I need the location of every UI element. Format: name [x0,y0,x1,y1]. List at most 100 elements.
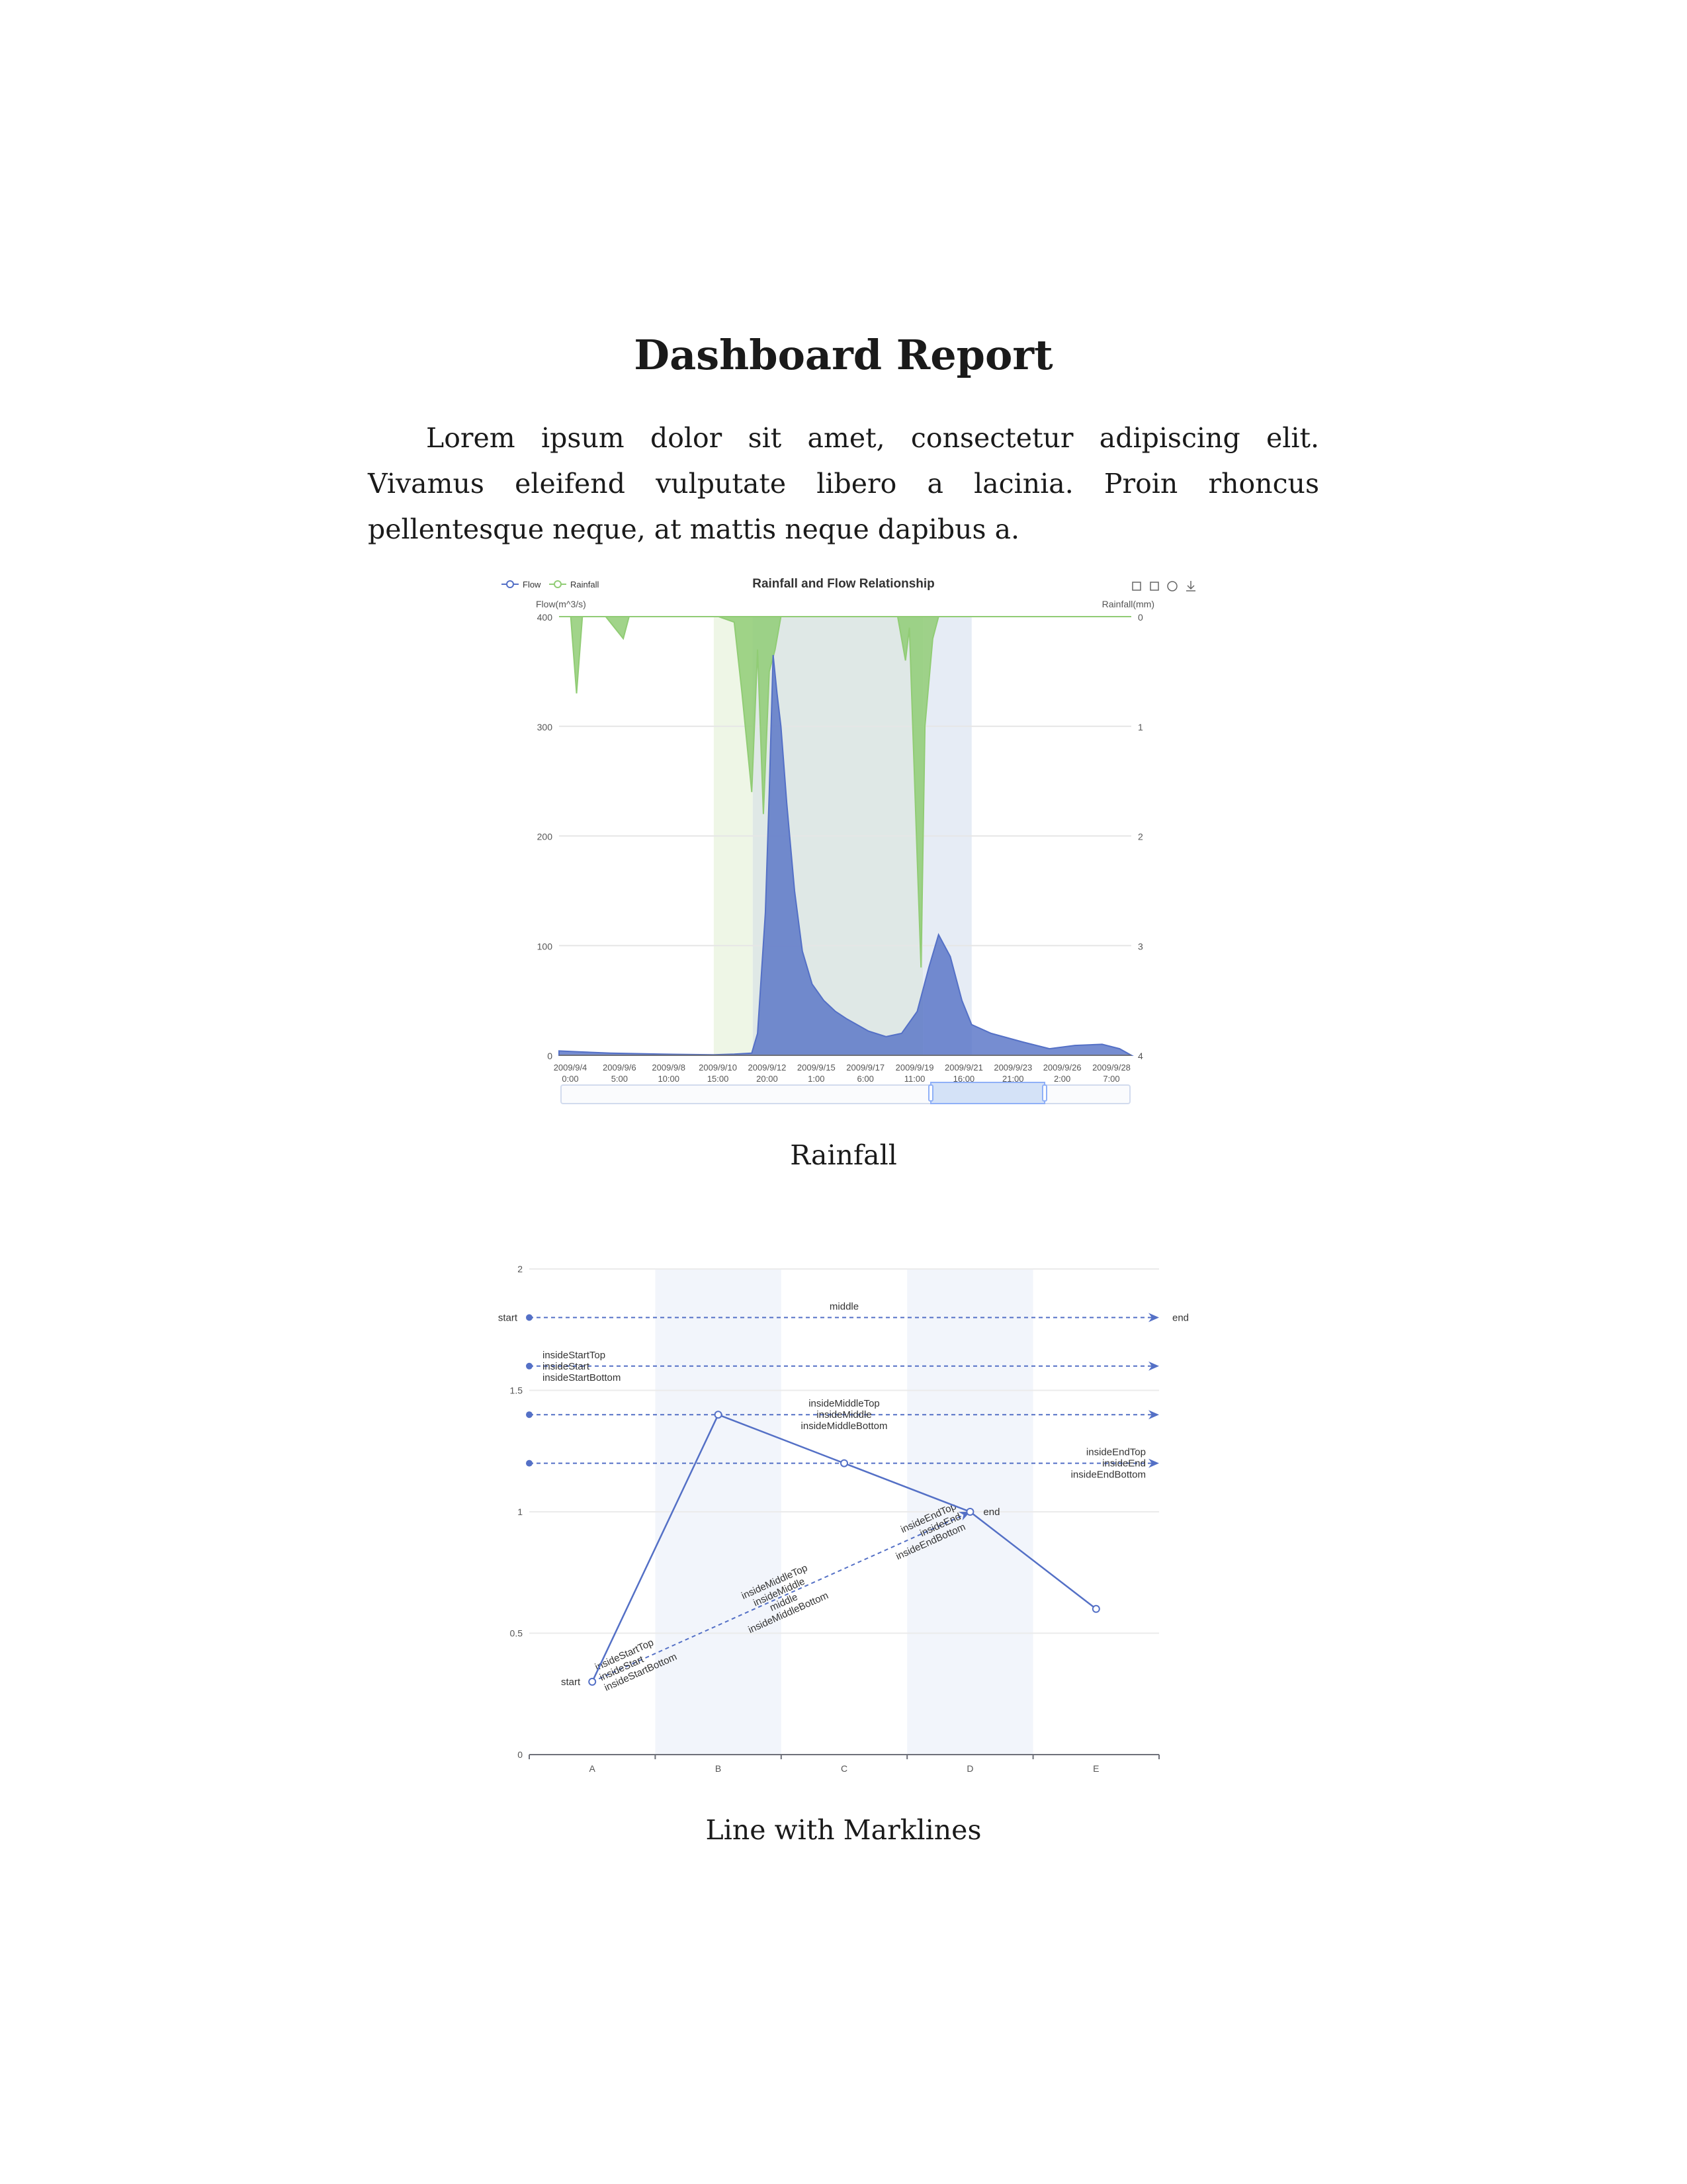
x-tick-label: E [1093,1763,1099,1774]
x-tick-label-date: 2009/9/23 [994,1063,1032,1072]
zoom-reset-icon[interactable] [1150,582,1159,591]
markline-3-start-symbol [526,1460,533,1467]
legend-item-flow: Flow [523,580,541,590]
markline-0-label-middle: middle [830,1301,859,1312]
markline-4 [591,1514,964,1682]
x-tick-label-time: 1:00 [808,1074,824,1084]
x-tick-label-date: 2009/9/15 [797,1063,836,1072]
markline-3-label-top: insideEndTop [1086,1447,1146,1458]
chart-title: Rainfall and Flow Relationship [752,577,935,591]
markline-4-label-end: end [983,1507,1000,1518]
markline-2-label-top: insideMiddleTop [808,1398,880,1409]
data-point-A [588,1677,597,1686]
save-image-icon[interactable] [1186,581,1195,591]
y-right-tick-label: 1 [1138,722,1143,732]
y-left-tick-label: 300 [537,722,553,732]
x-tick-label-time: 5:00 [611,1074,628,1084]
markline-1-start-symbol [526,1362,533,1370]
y-tick-label: 1.5 [510,1385,523,1396]
x-tick-label-date: 2009/9/28 [1092,1063,1131,1072]
x-tick-label-date: 2009/9/17 [846,1063,885,1072]
x-tick-label: B [715,1763,721,1774]
x-tick-label-date: 2009/9/12 [748,1063,787,1072]
zoom-reset-icon-shape [1150,582,1159,591]
x-tick-label-time: 20:00 [756,1074,778,1084]
y-tick-label: 1 [517,1507,523,1517]
rainfall-figure: 0 100 200 300 400 0 1 2 3 4 Flow(m^3/s) Rainfall(mm… [0,562,1687,1112]
markline-1-end-arrow [1148,1361,1159,1371]
figure-caption-marklines: Line with Marklines [705,1814,982,1846]
markline-3-label-bottom: insideEndBottom [1071,1469,1146,1481]
y-left-tick-label: 0 [547,1051,552,1061]
y-right-axis-label: Rainfall(mm) [1102,599,1154,609]
markline-3-end-arrow [1148,1458,1159,1468]
x-tick-label-time: 2:00 [1054,1074,1070,1084]
data-point-C [840,1459,848,1467]
restore-icon[interactable] [1167,581,1178,591]
zoom-icon[interactable] [1132,582,1141,591]
x-tick-label-date: 2009/9/8 [652,1063,685,1072]
y-right-tick-label: 4 [1138,1051,1143,1061]
markline-1-label-top: insideStartTop [542,1350,605,1361]
restore-icon-shape [1167,581,1178,591]
data-point-D [966,1508,974,1516]
y-tick-label: 2 [517,1264,523,1274]
x-tick-label-time: 11:00 [904,1074,926,1084]
data-zoom-handle-end[interactable] [1042,1084,1047,1102]
y-tick-label: 0.5 [510,1628,523,1639]
x-tick-label: C [841,1763,847,1774]
data-point-B [714,1411,722,1419]
x-tick-label-date: 2009/9/21 [945,1063,983,1072]
x-tick-label-time: 10:00 [658,1074,679,1084]
x-tick-label-time: 6:00 [857,1074,874,1084]
y-left-axis-label: Flow(m^3/s) [536,599,586,609]
legend-symbol [506,580,514,588]
x-tick-label-time: 15:00 [707,1074,729,1084]
y-left-tick-label: 400 [537,612,553,623]
markline-0-end-arrow [1148,1313,1159,1323]
legend-item-rainfall: Rainfall [570,580,599,590]
y-right-tick-label: 0 [1138,612,1143,623]
x-tick-label-date: 2009/9/19 [896,1063,934,1072]
y-right-tick-label: 3 [1138,941,1143,951]
rainfall-area [559,616,1131,968]
x-tick-label-date: 2009/9/6 [603,1063,636,1072]
y-left-tick-label: 200 [537,832,553,842]
x-tick-label-time: 0:00 [562,1074,578,1084]
data-point-E [1092,1604,1100,1613]
legend-symbol [554,580,562,588]
save-image-icon-shape [1186,581,1195,591]
markline-0-start-symbol [526,1314,533,1321]
markline-1-label-bottom: insideStartBottom [542,1372,621,1383]
report-title: Dashboard Report [634,331,1053,379]
x-tick-label: A [589,1763,596,1774]
markline-2-label-bottom: insideMiddleBottom [801,1420,888,1432]
rainfall-flow-chart: 0 100 200 300 400 0 1 2 3 4 Flow(m^3/s) Rainfall(mm… [501,577,1195,1104]
markline-0-label-start: start [498,1312,518,1323]
x-tick-label-date: 2009/9/26 [1043,1063,1082,1072]
data-zoom-selection[interactable] [930,1082,1045,1104]
markline-2-label-inside: insideMiddle [816,1409,871,1420]
markline-1-label-inside: insideStart [542,1361,590,1372]
x-tick-label-date: 2009/9/4 [554,1063,587,1072]
y-tick-label: 0 [517,1749,523,1760]
zoom-icon-shape [1132,582,1141,591]
x-tick-label-time: 7:00 [1103,1074,1119,1084]
x-tick-label-date: 2009/9/10 [699,1063,737,1072]
data-zoom-handle-start[interactable] [928,1084,933,1102]
intro-paragraph: Lorem ipsum dolor sit amet, consectetur … [368,422,1319,545]
flow-area [558,654,1134,1056]
y-left-tick-label: 100 [537,941,553,951]
figure-caption-rainfall: Rainfall [790,1139,897,1171]
x-tick-label-time: 21:00 [1002,1074,1024,1084]
markline-4-label-start: start [561,1677,581,1688]
markline-2-end-arrow [1148,1410,1159,1420]
x-tick-label: D [967,1763,973,1774]
markline-2-start-symbol [526,1411,533,1419]
markline-0-label-end: end [1172,1312,1189,1323]
x-tick-label-time: 16:00 [953,1074,975,1084]
y-right-tick-label: 2 [1138,832,1143,842]
markline-3-label-inside: insideEnd [1102,1458,1146,1469]
